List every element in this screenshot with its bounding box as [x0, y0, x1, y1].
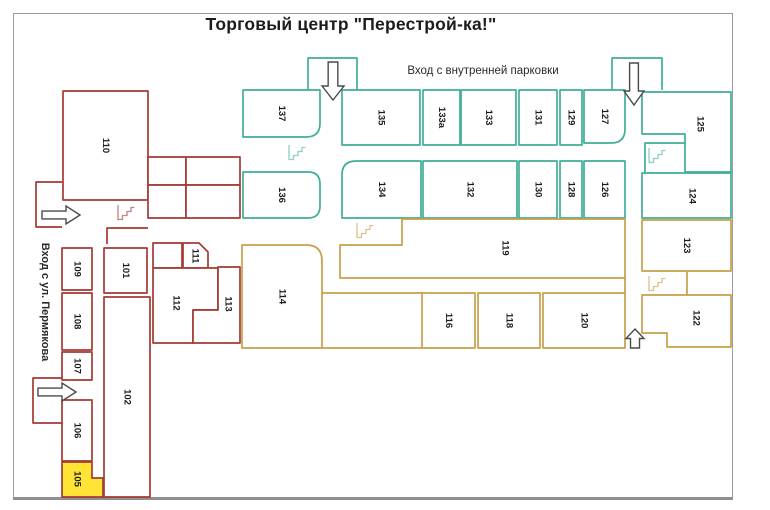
unit-101 [103, 247, 148, 294]
unit-label-127: 127 [599, 109, 610, 125]
unit-label-131: 131 [533, 110, 544, 127]
room-partition [185, 184, 241, 219]
unit-113 [192, 266, 241, 344]
unit-134 [341, 160, 422, 219]
street-entrance-vestibule-1 [35, 181, 62, 228]
unit-125 [641, 91, 732, 173]
unit-label-116: 116 [443, 313, 454, 328]
unit-130 [518, 160, 558, 219]
unit-label-106: 106 [72, 423, 83, 439]
unit-131 [518, 89, 558, 146]
entrance-arrow-up-icon [624, 327, 646, 349]
street-entrance-label: Вход с ул. Пермякова [39, 242, 51, 362]
unit-124 [641, 172, 732, 219]
stairwell-wall [644, 142, 685, 172]
unit-102 [103, 296, 151, 498]
entrance-arrow-down-icon [622, 62, 646, 107]
unit-111 [182, 242, 209, 269]
unit-133 [460, 89, 517, 146]
stairs-icon [648, 276, 666, 292]
unit-label-101: 101 [120, 263, 131, 280]
unit-label-130: 130 [533, 182, 544, 198]
parking-entrance-vestibule-2 [611, 57, 663, 90]
unit-132 [422, 160, 518, 219]
unit-108 [61, 292, 93, 351]
unit-label-133a: 133а [436, 107, 447, 129]
unit-label-108: 108 [72, 314, 83, 330]
stairs-icon [117, 205, 135, 221]
unit-label-112: 112 [171, 295, 182, 310]
entrance-arrow-right-icon [41, 204, 82, 226]
entrance-arrow-down-icon [320, 61, 346, 102]
unit-label-132: 132 [465, 182, 476, 198]
unit-label-133: 133 [483, 110, 494, 126]
unit-128 [559, 160, 583, 219]
unit-label-105: 105 [72, 471, 83, 488]
unit-label-137: 137 [276, 106, 287, 122]
unit-label-135: 135 [376, 110, 387, 127]
plan-title: Торговый центр "Перестрой-ка!" [205, 14, 497, 34]
unit-label-125: 125 [695, 116, 706, 133]
unit-137 [242, 89, 321, 138]
unit-label-119: 119 [500, 240, 511, 255]
unit-label-136: 136 [276, 187, 287, 203]
unit-label-122: 122 [691, 310, 702, 326]
unit-label-109: 109 [72, 261, 83, 277]
unit-label-123: 123 [681, 238, 692, 254]
stairs-icon [288, 145, 306, 161]
unit-label-124: 124 [687, 188, 698, 205]
unit-106 [61, 399, 93, 462]
room-partition [152, 242, 183, 269]
parking-entrance-label: Вход с внутренней парковки [407, 65, 559, 77]
plan-frame [13, 13, 733, 500]
unit-label-110: 110 [100, 138, 111, 153]
unit-118 [477, 292, 541, 349]
unit-label-120: 120 [579, 313, 590, 329]
unit-label-107: 107 [72, 358, 83, 374]
unit-136 [242, 171, 321, 219]
room-partition [147, 184, 187, 219]
unit-127 [583, 89, 626, 144]
unit-107 [61, 351, 93, 381]
unit-126 [583, 160, 626, 219]
unit-120 [542, 292, 626, 349]
unit-label-102: 102 [122, 389, 133, 405]
unit-label-126: 126 [599, 182, 610, 198]
unit-133a [422, 89, 461, 146]
unit-label-134: 134 [376, 182, 387, 199]
corridor-wall [106, 227, 148, 244]
unit-label-114: 114 [277, 289, 288, 305]
unit-label-113: 113 [223, 296, 234, 311]
entrance-arrow-right-icon [37, 381, 78, 403]
unit-105 [61, 461, 104, 498]
room-partition [185, 156, 241, 186]
unit-109 [61, 247, 93, 291]
unit-122 [641, 294, 732, 348]
stairs-icon [648, 148, 666, 164]
stairs-icon [356, 223, 374, 239]
unit-label-129: 129 [566, 110, 577, 126]
unit-129 [559, 89, 583, 146]
room-partition [147, 156, 187, 186]
unit-label-111: 111 [190, 249, 201, 265]
unit-label-118: 118 [504, 313, 515, 328]
unit-135 [341, 89, 421, 146]
parking-entrance-vestibule-1 [307, 57, 358, 90]
unit-114 [241, 244, 323, 349]
unit-123 [641, 219, 732, 272]
unit-119 [339, 218, 626, 279]
street-entrance-vestibule-2 [32, 377, 62, 424]
unit-label-128: 128 [566, 182, 577, 198]
unit-116 [421, 292, 476, 349]
